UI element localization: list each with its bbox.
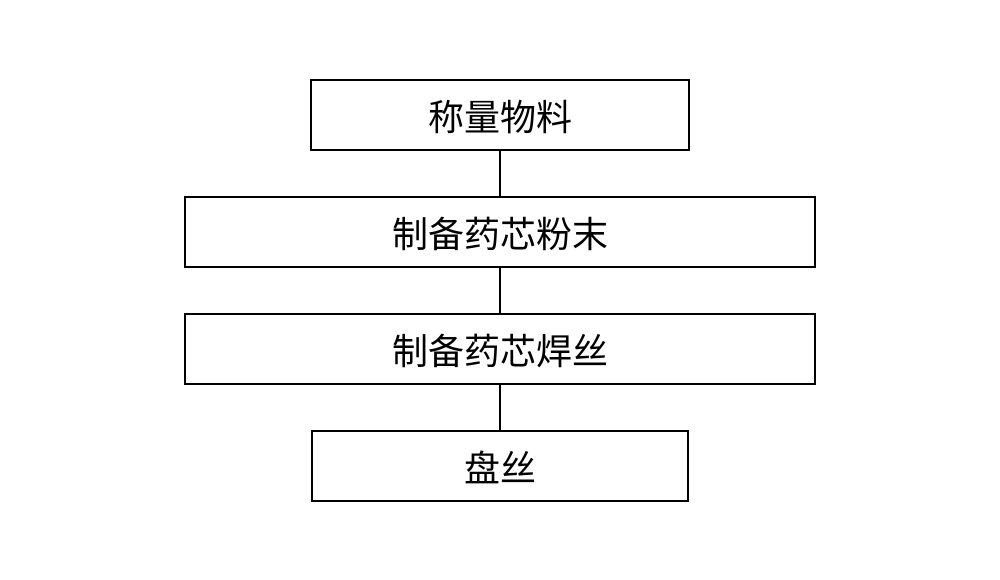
flow-step-3: 制备药芯焊丝 (184, 313, 816, 385)
flow-connector-1 (499, 151, 501, 196)
flow-step-2: 制备药芯粉末 (184, 196, 816, 268)
flow-step-1: 称量物料 (310, 79, 690, 151)
flow-step-3-label: 制备药芯焊丝 (392, 323, 608, 375)
flow-connector-3 (499, 385, 501, 430)
flow-step-4-label: 盘丝 (464, 440, 536, 492)
flowchart-container: 称量物料 制备药芯粉末 制备药芯焊丝 盘丝 (184, 79, 816, 502)
flow-step-2-label: 制备药芯粉末 (392, 206, 608, 258)
flow-step-1-label: 称量物料 (428, 89, 572, 141)
flow-step-4: 盘丝 (311, 430, 689, 502)
flow-connector-2 (499, 268, 501, 313)
